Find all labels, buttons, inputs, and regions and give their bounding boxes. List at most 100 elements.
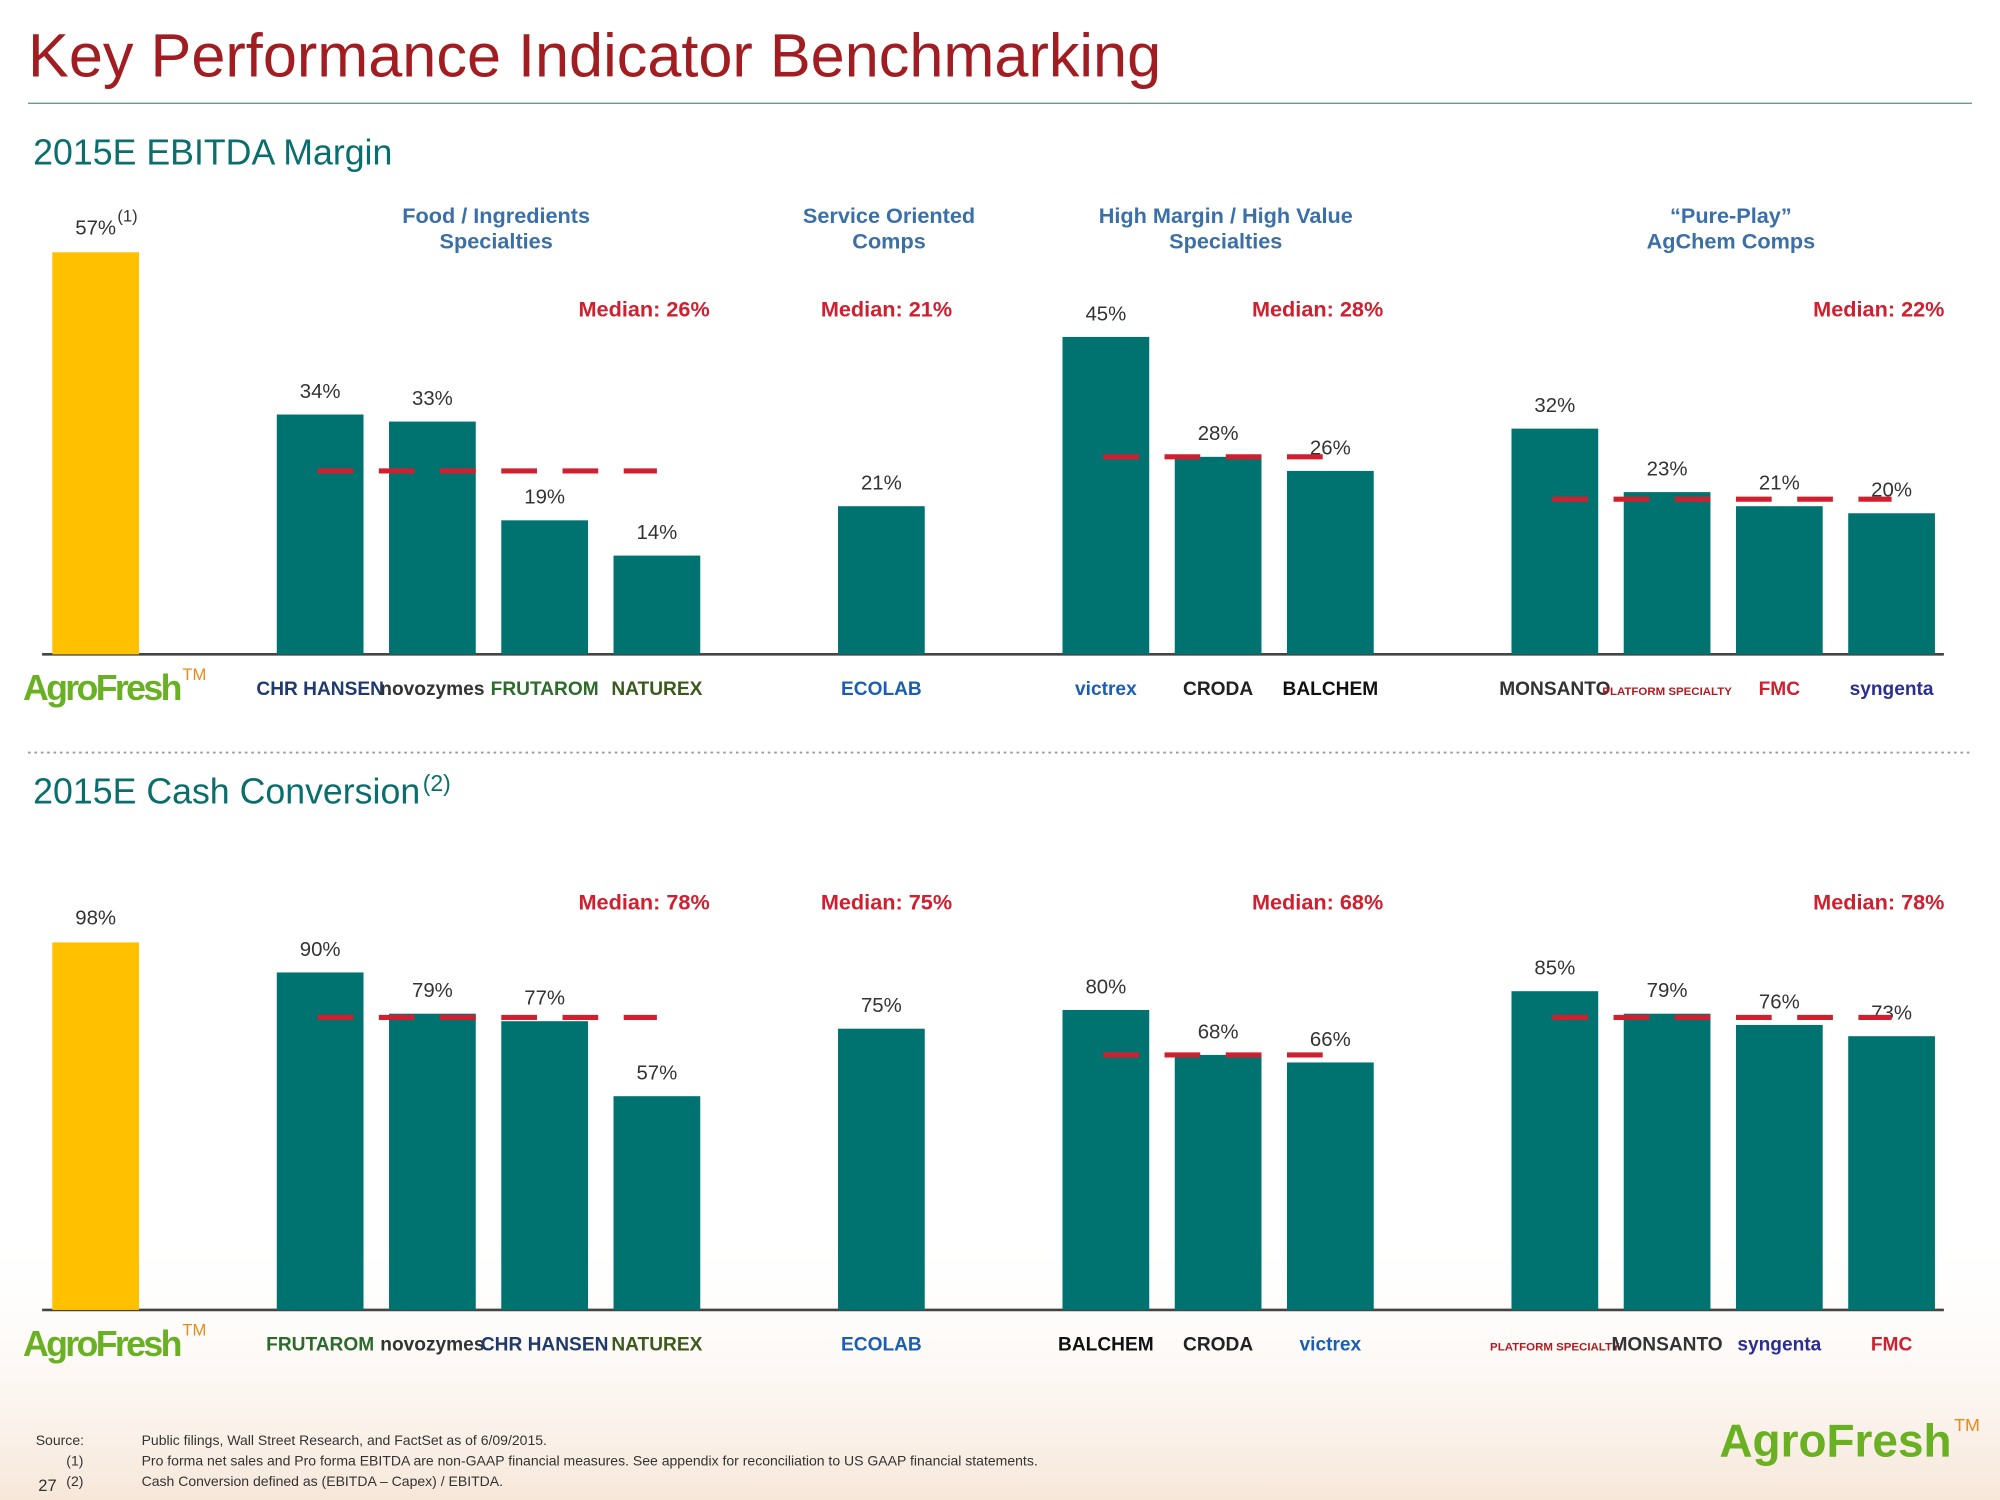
subject-logo: AgroFresh (23, 1324, 182, 1364)
median-label: Median: 21% (821, 296, 952, 321)
bar (1623, 492, 1711, 655)
bar (501, 1021, 589, 1310)
footer-logo: AgroFresh (1719, 1415, 1951, 1467)
value-label: 34% (300, 381, 341, 403)
footnote-label: (2) (66, 1473, 83, 1489)
company-logo: victrex (1075, 679, 1137, 700)
chart-title: 2015E Cash Conversion (33, 772, 420, 812)
bar (613, 555, 701, 655)
value-label: 76% (1759, 991, 1800, 1013)
value-label: 45% (1085, 303, 1126, 325)
bar (838, 1028, 925, 1310)
footnote-label: Source: (36, 1432, 84, 1448)
value-label: 28% (1198, 423, 1239, 445)
bar (1511, 428, 1599, 655)
median-label: Median: 28% (1252, 296, 1383, 321)
bar (1735, 506, 1823, 655)
subject-logo-note: TM (182, 665, 206, 684)
group-title: Specialties (440, 229, 553, 254)
company-logo: victrex (1300, 1335, 1362, 1356)
bar (1848, 1036, 1935, 1310)
value-label: 23% (1647, 459, 1688, 481)
footnote-label: (1) (66, 1453, 83, 1469)
chart-title-note: (2) (423, 770, 451, 796)
bar (501, 520, 589, 655)
company-logo: syngenta (1850, 679, 1934, 700)
value-label: 32% (1534, 395, 1575, 417)
value-label: 57% (75, 217, 116, 239)
bar (1735, 1024, 1823, 1310)
value-label: 73% (1871, 1003, 1912, 1025)
value-label: 26% (1310, 437, 1351, 459)
bar (1286, 470, 1374, 655)
company-logo: PLATFORM SPECIALTY (1602, 686, 1732, 698)
group-title: Specialties (1169, 229, 1282, 254)
subject-bar (52, 252, 140, 655)
group-title: AgChem Comps (1647, 229, 1816, 254)
value-label: 80% (1085, 976, 1126, 998)
company-logo: ECOLAB (841, 1335, 922, 1356)
value-label: 79% (412, 980, 453, 1002)
value-label: 68% (1198, 1021, 1239, 1043)
company-logo: NATUREX (611, 679, 702, 700)
bar (838, 506, 925, 655)
group-title: Food / Ingredients (402, 203, 590, 228)
bar (276, 972, 364, 1310)
median-label: Median: 75% (821, 889, 952, 914)
value-label: 66% (1310, 1029, 1351, 1051)
subject-logo: AgroFresh (23, 668, 182, 708)
company-logo: FMC (1871, 1335, 1913, 1356)
value-label: 21% (861, 473, 902, 495)
value-label: 90% (300, 939, 341, 961)
company-logo: CHR HANSEN (256, 679, 384, 700)
company-logo: MONSANTO (1499, 679, 1610, 700)
value-label: 77% (524, 988, 565, 1010)
value-label: 57% (636, 1063, 677, 1085)
bar (1062, 1009, 1150, 1310)
median-label: Median: 78% (1813, 889, 1944, 914)
value-label: 20% (1871, 480, 1912, 502)
company-logo: CRODA (1183, 679, 1253, 700)
company-logo: syngenta (1737, 1335, 1821, 1356)
bar (1848, 513, 1935, 655)
footer-logo-note: TM (1954, 1415, 1980, 1435)
chart-title: 2015E EBITDA Margin (33, 133, 392, 173)
group-title: Service Oriented (803, 203, 975, 228)
median-label: Median: 78% (578, 889, 709, 914)
group-title: Comps (852, 229, 925, 254)
value-label: 33% (412, 388, 453, 410)
company-logo: BALCHEM (1058, 1335, 1154, 1356)
slide-title: Key Performance Indicator Benchmarking (28, 22, 1161, 90)
bar (389, 421, 476, 655)
group-title: “Pure-Play” (1670, 203, 1792, 228)
company-logo: novozymes (380, 679, 484, 700)
bar (1286, 1062, 1374, 1310)
bar (1623, 1013, 1711, 1310)
bar (1174, 456, 1262, 655)
value-label: 75% (861, 995, 902, 1017)
footnote-text: Cash Conversion defined as (EBITDA – Cap… (142, 1473, 503, 1489)
page-number: 27 (38, 1476, 56, 1495)
bar (613, 1096, 701, 1310)
company-logo: ECOLAB (841, 679, 922, 700)
value-label: 21% (1759, 473, 1800, 495)
value-note: (1) (117, 207, 137, 226)
company-logo: CHR HANSEN (481, 1335, 609, 1356)
company-logo: FRUTAROM (266, 1335, 374, 1356)
company-logo: PLATFORM SPECIALTY (1490, 1342, 1620, 1354)
median-label: Median: 22% (1813, 296, 1944, 321)
company-logo: FRUTAROM (491, 679, 599, 700)
bar (1062, 336, 1150, 655)
value-label: 19% (524, 487, 565, 509)
bar (1174, 1054, 1262, 1310)
company-logo: NATUREX (611, 1335, 702, 1356)
median-label: Median: 68% (1252, 889, 1383, 914)
value-label: 85% (1534, 958, 1575, 980)
value-label: 98% (75, 908, 116, 930)
median-label: Median: 26% (578, 296, 709, 321)
subject-logo-note: TM (182, 1320, 206, 1339)
subject-bar (52, 942, 140, 1310)
company-logo: novozymes (380, 1335, 484, 1356)
company-logo: BALCHEM (1283, 679, 1379, 700)
